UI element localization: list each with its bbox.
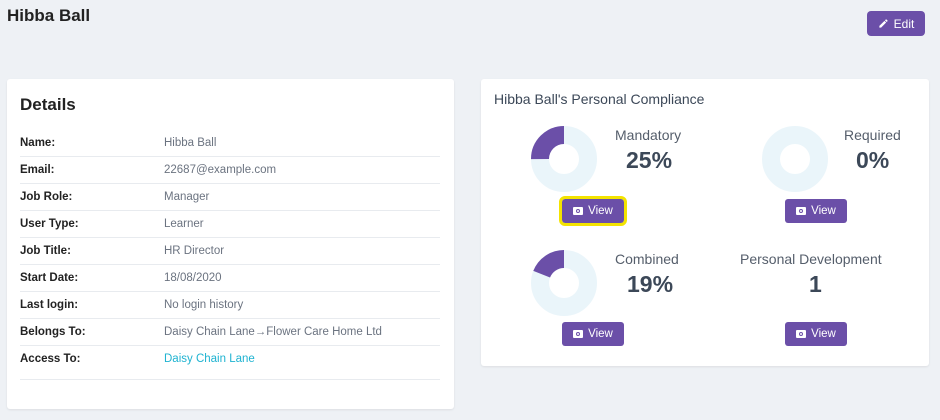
detail-row-last-login: Last login: No login history	[20, 292, 440, 319]
detail-label: User Type:	[20, 218, 79, 230]
required-view-button[interactable]: View	[785, 199, 847, 223]
edit-label: Edit	[893, 16, 915, 31]
combined-view-button[interactable]: View	[562, 322, 624, 346]
mandatory-donut-chart	[531, 126, 597, 192]
detail-label: Name:	[20, 137, 56, 149]
donut-track	[762, 126, 828, 192]
personal-development-value: 1	[809, 271, 822, 297]
detail-value: Daisy Chain Lane→Flower Care Home Ltd	[164, 326, 382, 338]
combined-donut-chart	[531, 250, 597, 316]
detail-value: Learner	[164, 218, 204, 230]
detail-label: Last login:	[20, 299, 79, 311]
detail-row-access-to: Access To: Daisy Chain Lane	[20, 346, 440, 380]
search-icon	[796, 330, 807, 338]
detail-label: Access To:	[20, 353, 81, 365]
search-icon	[573, 207, 584, 215]
pencil-icon	[879, 19, 888, 28]
detail-label: Start Date:	[20, 272, 79, 284]
details-title: Details	[20, 95, 76, 114]
detail-row-belongs-to: Belongs To: Daisy Chain Lane→Flower Care…	[20, 319, 440, 346]
detail-row-start-date: Start Date: 18/08/2020	[20, 265, 440, 292]
combined-value: 19%	[627, 271, 674, 297]
detail-row-job-role: Job Role: Manager	[20, 184, 440, 211]
details-card: Details Name: Hibba Ball Email: 22687@ex…	[7, 79, 454, 409]
detail-value: Hibba Ball	[164, 137, 217, 149]
personal-development-label: Personal Development	[740, 251, 882, 267]
view-label: View	[588, 205, 613, 217]
detail-row-email: Email: 22687@example.com	[20, 157, 440, 184]
compliance-card: Hibba Ball's Personal Compliance Mandato…	[481, 79, 929, 366]
donut-arc	[531, 250, 597, 316]
detail-row-job-title: Job Title: HR Director	[20, 238, 440, 265]
detail-value: No login history	[164, 299, 244, 311]
view-label: View	[811, 205, 836, 217]
detail-label: Belongs To:	[20, 326, 86, 338]
view-label: View	[588, 328, 613, 340]
donut-arc	[531, 126, 597, 192]
personal-development-view-button[interactable]: View	[785, 322, 847, 346]
search-icon	[573, 330, 584, 338]
detail-row-name: Name: Hibba Ball	[20, 130, 440, 157]
mandatory-value: 25%	[626, 147, 673, 173]
detail-value: 18/08/2020	[164, 272, 222, 284]
detail-value: 22687@example.com	[164, 164, 277, 176]
required-value: 0%	[856, 147, 890, 173]
access-to-link[interactable]: Daisy Chain Lane	[164, 353, 255, 365]
detail-label: Job Title:	[20, 245, 71, 257]
required-donut-chart	[762, 126, 828, 192]
detail-value: HR Director	[164, 245, 225, 257]
detail-row-user-type: User Type: Learner	[20, 211, 440, 238]
detail-label: Email:	[20, 164, 55, 176]
combined-label: Combined	[615, 251, 679, 267]
mandatory-label: Mandatory	[615, 127, 682, 143]
detail-label: Job Role:	[20, 191, 73, 203]
view-label: View	[811, 328, 836, 340]
mandatory-view-button[interactable]: View	[559, 196, 627, 226]
detail-value: Manager	[164, 191, 210, 203]
page-title: Hibba Ball	[7, 6, 91, 25]
required-label: Required	[844, 127, 901, 143]
edit-button[interactable]: Edit	[867, 11, 925, 36]
compliance-title: Hibba Ball's Personal Compliance	[494, 91, 705, 107]
search-icon	[796, 207, 807, 215]
